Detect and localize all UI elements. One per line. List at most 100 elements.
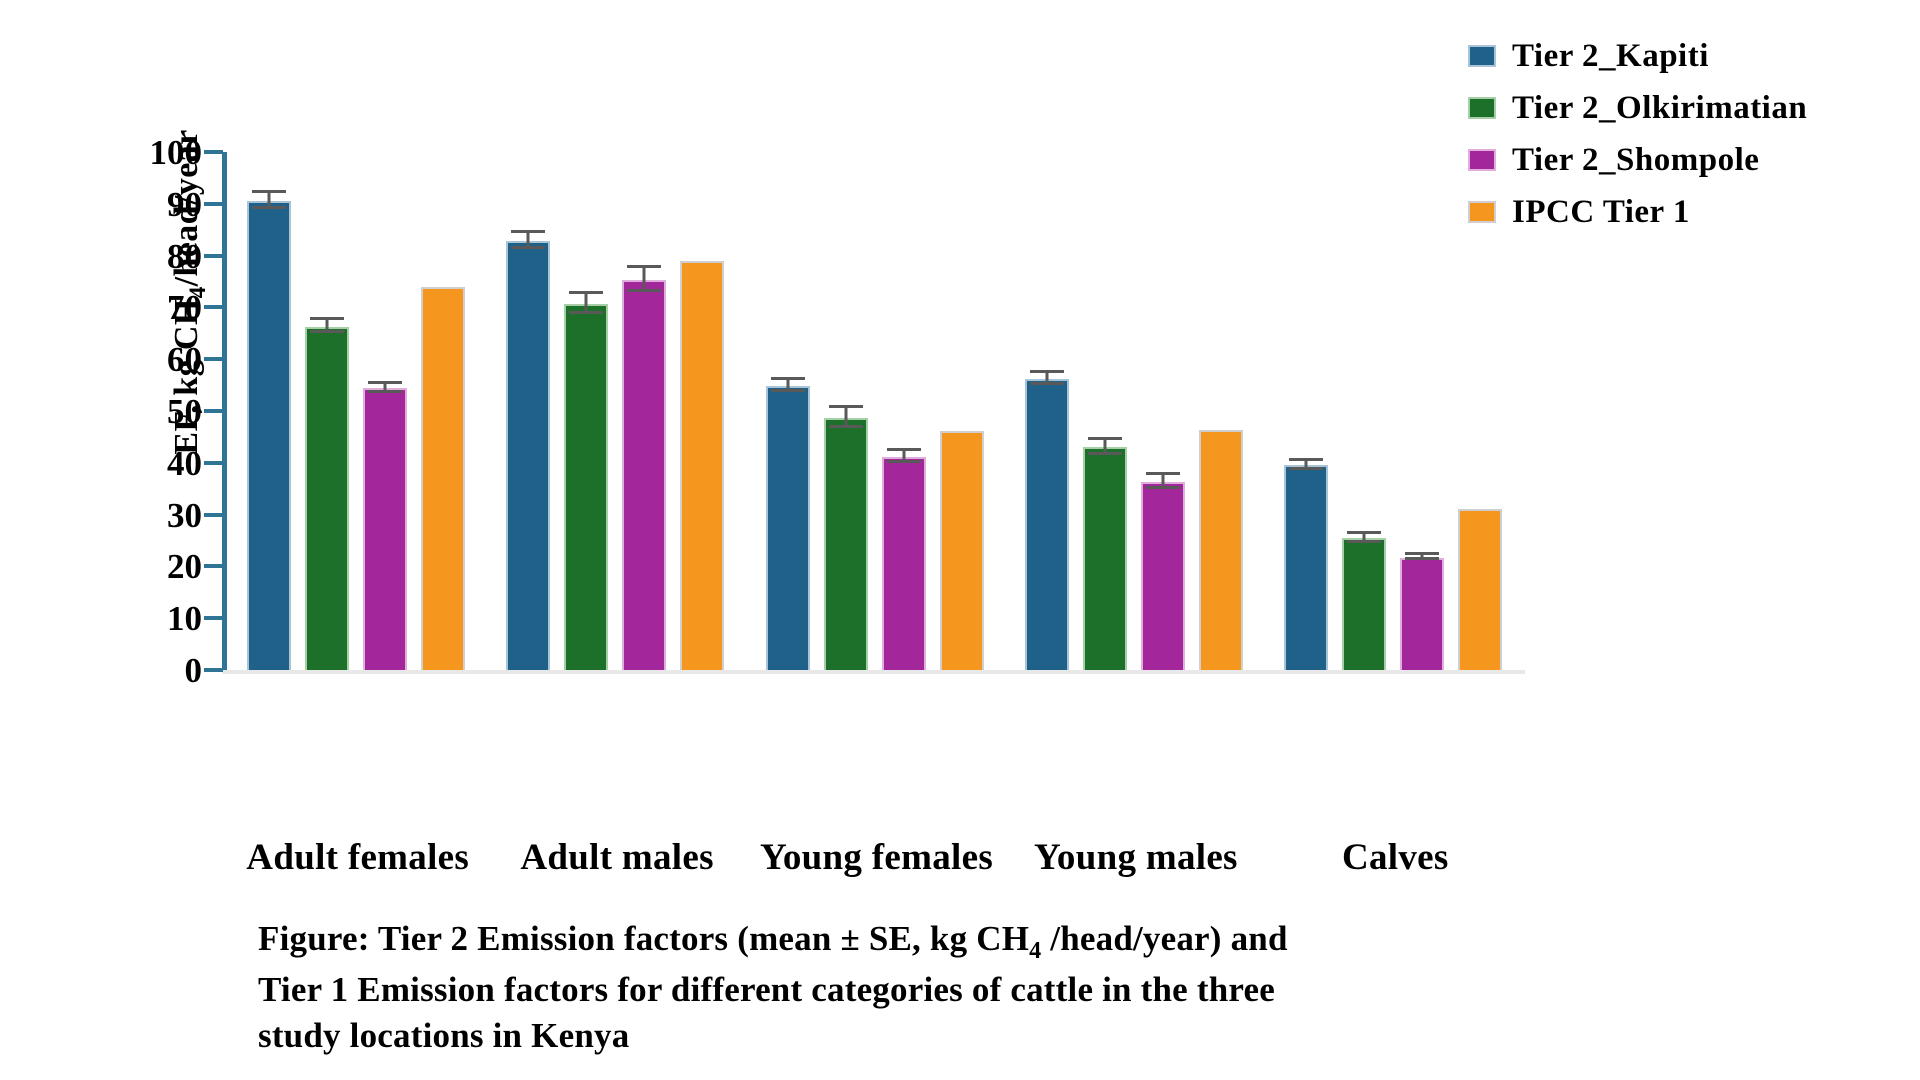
figure-caption: Figure: Tier 2 Emission factors (mean ± … bbox=[258, 916, 1658, 1059]
y-axis-tick-label: 30 bbox=[167, 495, 202, 535]
error-bar-cap-lower bbox=[627, 289, 662, 293]
error-bar-cap-lower bbox=[1289, 466, 1324, 470]
bar[interactable] bbox=[564, 303, 609, 670]
error-bar-cap-upper bbox=[1145, 472, 1180, 476]
y-axis-tick bbox=[204, 409, 223, 413]
legend-item-tier2-olkirimatian[interactable]: Tier 2_Olkirimatian bbox=[1468, 82, 1908, 134]
bar-slot bbox=[506, 152, 551, 670]
bar[interactable] bbox=[1024, 378, 1069, 670]
y-axis-tick bbox=[204, 305, 223, 310]
y-axis-tick-label: 50 bbox=[167, 392, 202, 431]
bar[interactable] bbox=[506, 241, 551, 670]
y-axis-tick bbox=[204, 616, 223, 621]
y-axis-tick-label: 60 bbox=[167, 340, 202, 380]
legend-label-shompole: Tier 2_Shompole bbox=[1512, 141, 1760, 178]
error-bar-cap-lower bbox=[367, 389, 402, 393]
error-bar-cap-lower bbox=[1029, 381, 1064, 385]
error-bar-cap-lower bbox=[828, 425, 863, 429]
bar-group bbox=[1284, 152, 1503, 670]
bar-slot bbox=[1400, 152, 1445, 670]
legend-swatch-icon-ipcc bbox=[1468, 201, 1496, 223]
error-bar-cap-lower bbox=[309, 330, 344, 334]
bar-slot bbox=[1082, 152, 1127, 670]
error-bar-cap-lower bbox=[1405, 557, 1440, 561]
error-bar-cap-lower bbox=[770, 388, 805, 392]
error-bar-cap-lower bbox=[251, 205, 286, 209]
error-bar-cap-upper bbox=[367, 380, 402, 384]
bar[interactable] bbox=[881, 457, 926, 670]
bar-slot bbox=[1140, 152, 1185, 670]
bar-slot bbox=[1458, 152, 1503, 670]
y-axis-tick bbox=[204, 357, 223, 362]
y-axis-tick bbox=[204, 668, 223, 672]
y-axis-tick-label: 80 bbox=[167, 236, 202, 276]
error-bar-line bbox=[902, 451, 905, 463]
error-bar-cap-upper bbox=[1347, 531, 1382, 535]
bar[interactable] bbox=[823, 418, 868, 670]
bar-slot bbox=[823, 152, 868, 670]
bar[interactable] bbox=[1400, 557, 1445, 670]
bar[interactable] bbox=[1342, 538, 1387, 670]
bar-group bbox=[506, 152, 725, 670]
y-axis-tick-label: 70 bbox=[167, 288, 202, 328]
error-bar-cap-upper bbox=[770, 377, 805, 381]
y-axis-tick bbox=[204, 253, 223, 258]
bar[interactable] bbox=[304, 326, 349, 670]
x-axis-category-label: Adult males bbox=[520, 837, 714, 878]
y-axis-tick-labels: 100 90 80 70 60 50 40 30 20 10 0 bbox=[86, 135, 203, 688]
error-bar-line bbox=[383, 383, 387, 393]
legend-item-tier2-kapiti[interactable]: Tier 2_Kapiti bbox=[1468, 30, 1908, 82]
bar[interactable] bbox=[246, 201, 291, 670]
error-bar-cap-upper bbox=[1289, 458, 1324, 462]
bar-slot bbox=[420, 152, 465, 670]
error-bar-line bbox=[584, 293, 588, 314]
error-bar-cap-lower bbox=[569, 310, 604, 314]
caption-line-1-subscript: 4 bbox=[1029, 938, 1042, 964]
legend-item-ipcc-tier1[interactable]: IPCC Tier 1 bbox=[1468, 186, 1908, 238]
bar-slot bbox=[680, 152, 725, 670]
legend-swatch-icon-shompole bbox=[1468, 149, 1496, 171]
legend-label-olkirimatian: Tier 2_Olkirimatian bbox=[1512, 89, 1808, 126]
bar[interactable] bbox=[680, 260, 725, 670]
error-bar-cap-lower bbox=[1347, 539, 1382, 543]
bar-slot bbox=[1284, 152, 1329, 670]
bar-slot bbox=[939, 152, 984, 670]
error-bar-line bbox=[1103, 439, 1107, 456]
y-axis-tick-label: 10 bbox=[167, 599, 202, 639]
error-bar-cap-upper bbox=[569, 290, 604, 294]
bar[interactable] bbox=[1140, 481, 1185, 670]
x-axis-category-label: Young males bbox=[1034, 837, 1238, 878]
error-bar-cap-upper bbox=[627, 264, 662, 268]
chart-legend: Tier 2_Kapiti Tier 2_Olkirimatian Tier 2… bbox=[1468, 30, 1908, 238]
legend-item-tier2-shompole[interactable]: Tier 2_Shompole bbox=[1468, 134, 1908, 186]
y-axis-line bbox=[222, 152, 227, 671]
y-axis-tick bbox=[204, 512, 223, 517]
bar[interactable] bbox=[765, 386, 810, 670]
bar-slot bbox=[362, 152, 407, 670]
y-axis-tick-label: 100 bbox=[149, 133, 203, 172]
bar[interactable] bbox=[1198, 430, 1243, 670]
caption-line-1b: /head/year) and bbox=[1041, 919, 1288, 958]
caption-line-1a: Figure: Tier 2 Emission factors (mean ± … bbox=[258, 919, 1030, 958]
bar-slot bbox=[564, 152, 609, 670]
error-bar-cap-upper bbox=[1405, 552, 1440, 556]
x-axis-category-labels: Adult females Adult males Young females You… bbox=[228, 836, 1525, 888]
error-bar-cap-lower bbox=[1087, 452, 1122, 456]
bar[interactable] bbox=[939, 430, 984, 670]
bar[interactable] bbox=[1458, 509, 1503, 670]
error-bar-cap-upper bbox=[251, 190, 286, 194]
error-bar-cap-lower bbox=[886, 459, 921, 463]
x-axis-baseline bbox=[222, 670, 1525, 674]
bar-slot bbox=[246, 152, 291, 670]
error-bar-line bbox=[1362, 534, 1366, 543]
x-axis-category-label: Adult females bbox=[246, 837, 470, 878]
bar[interactable] bbox=[362, 388, 407, 670]
bar[interactable] bbox=[622, 279, 667, 670]
bar[interactable] bbox=[1284, 465, 1329, 670]
bar[interactable] bbox=[420, 286, 465, 670]
bar[interactable] bbox=[1082, 447, 1127, 670]
y-axis-tick bbox=[204, 150, 223, 154]
error-bar-line bbox=[1045, 373, 1049, 385]
y-axis-tick-label: 0 bbox=[184, 651, 203, 690]
